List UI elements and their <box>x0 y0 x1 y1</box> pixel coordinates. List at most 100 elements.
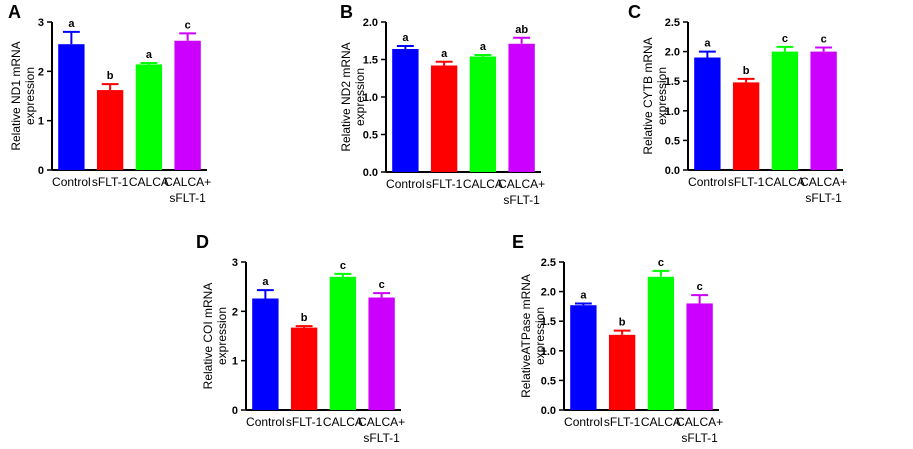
category-label: Control <box>246 415 285 429</box>
bar <box>174 40 201 170</box>
category-label-line: sFLT-1 <box>363 431 400 445</box>
y-tick-label: 0.5 <box>363 130 378 142</box>
category-label: CALCA <box>765 175 805 189</box>
bar <box>430 65 458 172</box>
significance-label: c <box>379 279 385 291</box>
category-label: CALCA+ sFLT-1 <box>800 175 847 205</box>
y-axis-label-line: Relative ND2 mRNA <box>339 42 353 151</box>
y-tick-label: 1.5 <box>363 55 378 67</box>
y-tick-label: 3 <box>232 257 238 269</box>
category-label: Control <box>688 175 727 189</box>
significance-label: c <box>821 33 827 45</box>
category-label-line: CALCA <box>765 175 805 189</box>
category-label-line: sFLT-1 <box>604 415 641 429</box>
bar <box>368 297 395 410</box>
y-tick-label: 3 <box>38 17 44 29</box>
bar <box>771 51 799 170</box>
significance-label: c <box>782 33 788 45</box>
category-label: CALCA <box>463 177 503 191</box>
panel-d: D Relative COI mRNAexpression 0 1 2 3 a Control… <box>196 232 405 445</box>
category-label: Control <box>52 175 91 189</box>
bar <box>96 90 124 170</box>
panel-letter: A <box>8 2 21 22</box>
category-label: sFLT-1 <box>286 415 323 429</box>
category-label: sFLT-1 <box>604 415 641 429</box>
panel-letter: B <box>340 2 353 22</box>
y-tick-label: 0.5 <box>665 135 680 147</box>
bar <box>58 44 85 171</box>
category-label: sFLT-1 <box>92 175 129 189</box>
y-axis-label-line: Relative COI mRNA <box>201 283 215 390</box>
category-label-line: CALCA <box>463 177 503 191</box>
category-label-line: sFLT-1 <box>805 191 842 205</box>
y-tick-label: 0 <box>38 165 44 177</box>
y-tick-label: 1.5 <box>541 316 556 328</box>
significance-label: c <box>185 19 191 31</box>
y-tick-label: 1.0 <box>363 92 378 104</box>
significance-label: a <box>480 41 487 53</box>
y-axis-label-line: Relative CYTB mRNA <box>641 37 655 154</box>
significance-label: c <box>697 281 703 293</box>
category-label-line: CALCA+ <box>676 415 723 429</box>
category-label: Control <box>564 415 603 429</box>
category-label-line: CALCA <box>323 415 363 429</box>
category-label: CALCA <box>323 415 363 429</box>
y-tick-label: 2.5 <box>665 17 680 29</box>
significance-label: a <box>146 49 153 61</box>
category-label-line: CALCA <box>129 175 169 189</box>
y-tick-label: 2 <box>38 66 44 78</box>
significance-label: b <box>301 312 308 324</box>
y-tick-label: 1.0 <box>665 106 680 118</box>
y-tick-label: 2 <box>232 306 238 318</box>
significance-label: b <box>619 317 626 329</box>
panel-b: B Relative ND2 mRNAexpression 0.0 0.5 1.0 1.5… <box>339 2 545 207</box>
bar <box>329 276 357 410</box>
category-label-line: Control <box>688 175 727 189</box>
significance-label: a <box>441 48 448 60</box>
y-axis-label: Relative ND1 mRNAexpression <box>9 41 37 150</box>
category-label-line: CALCA <box>641 415 681 429</box>
category-label: CALCA <box>641 415 681 429</box>
bar <box>570 305 597 410</box>
category-label: CALCA+ sFLT-1 <box>358 415 405 445</box>
y-axis-label-line: expression <box>215 307 229 365</box>
y-tick-label: 1 <box>38 116 44 128</box>
y-axis-label-line: Relative ND1 mRNA <box>9 41 23 150</box>
bar <box>508 43 535 172</box>
category-label-line: CALCA+ <box>498 177 545 191</box>
y-axis-label-line: expression <box>23 67 37 125</box>
panel-letter: D <box>196 232 209 252</box>
category-label-line: sFLT-1 <box>169 191 206 205</box>
y-axis-label: Relative COI mRNAexpression <box>201 283 229 390</box>
significance-label: b <box>107 70 114 82</box>
significance-label: a <box>580 289 587 301</box>
y-axis-label: RelativeATPase mRNAexpression <box>519 274 547 398</box>
category-label-line: Control <box>564 415 603 429</box>
category-label-line: Control <box>386 177 425 191</box>
category-label-line: Control <box>246 415 285 429</box>
category-label-line: sFLT-1 <box>681 431 718 445</box>
bar <box>647 276 675 410</box>
y-tick-label: 0.5 <box>541 375 556 387</box>
category-label-line: sFLT-1 <box>728 175 765 189</box>
significance-label: a <box>262 276 269 288</box>
category-label-line: sFLT-1 <box>92 175 129 189</box>
y-axis-label-line: expression <box>353 68 367 126</box>
y-tick-label: 2.0 <box>665 47 680 59</box>
significance-label: c <box>658 257 664 269</box>
category-label-line: sFLT-1 <box>503 193 540 207</box>
bar <box>252 298 279 410</box>
panel-a: A Relative ND1 mRNAexpression 0 1 2 3 a Control… <box>8 2 211 205</box>
bar <box>392 49 419 172</box>
panel-letter: C <box>628 2 641 22</box>
bar <box>469 56 497 172</box>
bar <box>732 82 760 170</box>
y-tick-label: 0.0 <box>363 167 378 179</box>
bar <box>290 327 318 410</box>
category-label: Control <box>386 177 425 191</box>
y-tick-label: 1.5 <box>665 76 680 88</box>
y-tick-label: 0.0 <box>541 405 556 417</box>
significance-label: a <box>704 38 711 50</box>
category-label: CALCA+ sFLT-1 <box>164 175 211 205</box>
